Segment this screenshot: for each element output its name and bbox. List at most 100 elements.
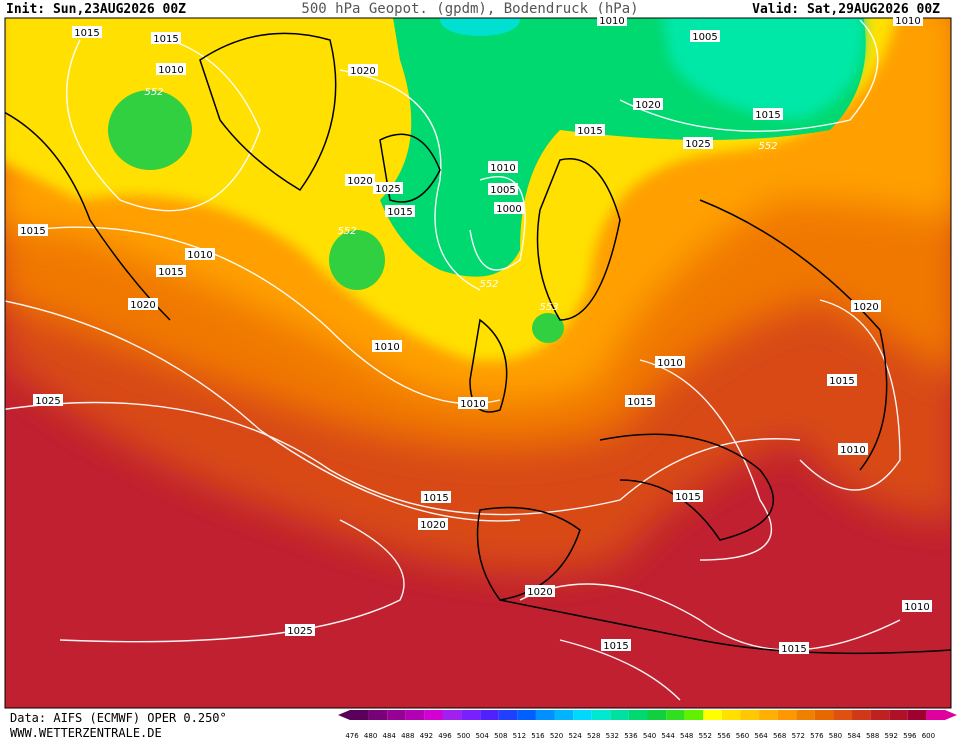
isobar-label: 1020 (348, 64, 378, 77)
isobar-label: 1005 (488, 183, 518, 196)
isobar-label: 1015 (625, 395, 655, 408)
scale-swatch (535, 710, 555, 720)
isobar-label: 1010 (156, 63, 186, 76)
isobar-value: 1015 (675, 492, 700, 503)
scale-swatch (424, 710, 443, 720)
isobar-value: 1010 (460, 399, 485, 410)
scale-swatch (666, 710, 685, 720)
scale-label: 496 (438, 732, 452, 740)
isobar-value: 1020 (130, 300, 155, 311)
scale-swatch (387, 710, 406, 720)
label-box (33, 394, 63, 406)
label-box (827, 374, 857, 386)
isobar-value: 1010 (490, 163, 515, 174)
isobar-value: 1000 (496, 204, 521, 215)
label-box (753, 108, 783, 120)
isobar-value: 552 (758, 141, 777, 152)
scale-swatch (926, 710, 945, 720)
isobar-value: 1010 (895, 16, 920, 27)
scale-swatch (814, 710, 834, 720)
isobar-label: 552 (144, 87, 163, 98)
isobar-label: 1020 (851, 300, 881, 313)
isobar-label: 1010 (655, 356, 685, 369)
label-box (156, 265, 186, 277)
scale-swatch (461, 710, 481, 720)
label-box (494, 202, 524, 214)
isobar-value: 1010 (904, 602, 929, 613)
scale-label: 548 (680, 732, 693, 740)
scale-swatch (442, 710, 462, 720)
isobar-value: 1015 (153, 34, 178, 45)
isobar-value: 1020 (635, 100, 660, 111)
isobar-label: 1005 (690, 30, 720, 43)
label-box (185, 248, 215, 260)
label-box (488, 183, 518, 195)
isobar-value: 553 (539, 302, 558, 313)
isobar-value: 1010 (374, 342, 399, 353)
isobar-label: 1025 (683, 137, 713, 150)
isobar-label: 1020 (525, 585, 555, 598)
scale-swatch (554, 710, 574, 720)
label-box (373, 182, 403, 194)
scale-swatch (740, 710, 760, 720)
scale-label: 592 (885, 732, 898, 740)
isobar-value: 552 (144, 87, 163, 98)
isobar-label: 1015 (421, 491, 451, 504)
label-box (838, 443, 868, 455)
label-box (345, 174, 375, 186)
isobar-value: 1025 (375, 184, 400, 195)
scale-swatch (517, 710, 536, 720)
isobar-value: 1015 (829, 376, 854, 387)
isobar-label: 1020 (633, 98, 663, 111)
scale-label: 544 (661, 732, 675, 740)
label-box (418, 518, 448, 530)
isobar-value: 1005 (692, 32, 717, 43)
scale-label: 512 (513, 732, 526, 740)
label-box (902, 600, 932, 612)
scale-label: 532 (606, 732, 619, 740)
isobar-label: 1010 (458, 397, 488, 410)
label-box (601, 639, 631, 651)
map-frame (4, 17, 952, 709)
label-box (151, 32, 181, 44)
isobar-label: 552 (337, 226, 356, 237)
isobar-label: 1000 (494, 202, 524, 215)
isobar-value: 1025 (35, 396, 60, 407)
scale-swatch (759, 710, 778, 720)
label-box (690, 30, 720, 42)
scale-swatch (796, 710, 815, 720)
label-box (348, 64, 378, 76)
isobar-label: 1020 (345, 174, 375, 187)
scale-label: 552 (699, 732, 712, 740)
isobar-value: 552 (479, 279, 498, 290)
label-box (421, 491, 451, 503)
isobar-label: 1015 (151, 32, 181, 45)
scale-label: 580 (829, 732, 842, 740)
scale-swatch (777, 710, 797, 720)
label-box (893, 14, 923, 26)
isobar-label: 1015 (779, 642, 809, 655)
scale-swatch (907, 710, 927, 720)
scale-swatch (870, 710, 890, 720)
label-box (625, 395, 655, 407)
isobar-value: 1015 (158, 267, 183, 278)
scale-label: 480 (364, 732, 377, 740)
isobar-label: 1010 (597, 14, 627, 27)
init-time: Init: Sun,23AUG2026 00Z (6, 2, 186, 17)
isobar-value: 1025 (287, 626, 312, 637)
scale-swatch (684, 710, 704, 720)
isobar-label: 1010 (488, 161, 518, 174)
website: WWW.WETTERZENTRALE.DE (10, 726, 162, 740)
isobar-value: 1010 (158, 65, 183, 76)
label-box (488, 161, 518, 173)
label-box (633, 98, 663, 110)
isobar-label: 1015 (601, 639, 631, 652)
isobar-label: 1025 (373, 182, 403, 195)
isobar-label: 1010 (372, 340, 402, 353)
isobar-value: 1010 (599, 16, 624, 27)
label-box (779, 642, 809, 654)
scale-arrow-right (945, 710, 957, 720)
isobar-value: 1015 (387, 207, 412, 218)
